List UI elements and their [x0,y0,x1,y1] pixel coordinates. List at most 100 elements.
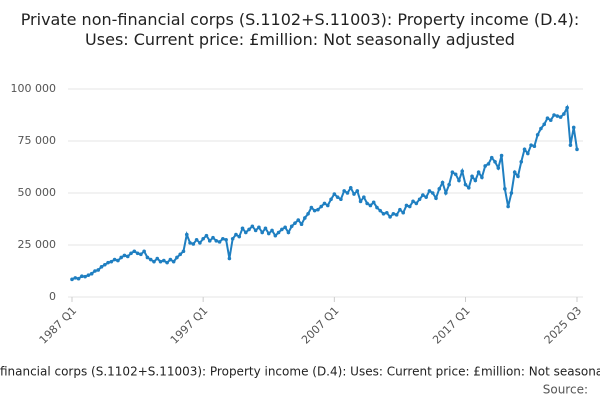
data-point [266,231,271,236]
data-point [181,249,186,254]
data-point [217,240,222,244]
data-point [70,277,74,282]
data-point [414,201,419,206]
data-point [463,182,468,187]
data-point [417,197,422,202]
data-point [198,241,202,245]
data-point [224,238,228,242]
data-point [135,251,140,256]
data-point [96,268,101,272]
data-point [535,132,540,137]
data-point [260,230,264,235]
data-point [388,215,392,219]
data-point [470,174,474,179]
data-point [129,251,133,256]
data-point [532,144,537,148]
data-point [184,232,189,237]
data-point [86,273,91,277]
data-point [545,116,550,120]
y-tick-label: 25 000 [18,238,57,251]
data-point [227,256,232,261]
data-point [348,186,353,190]
data-point [211,235,215,240]
y-tick-label: 100 000 [11,82,57,95]
data-point [73,276,78,280]
data-point [352,192,356,196]
data-point [89,271,94,276]
data-point [230,236,235,241]
data-point [526,151,530,156]
data-point [548,118,553,122]
data-point [381,212,386,216]
data-point [339,197,343,202]
data-point [132,249,137,254]
x-tick-label: 1987 Q1 [37,304,80,347]
data-point [106,260,110,265]
data-point [450,170,455,174]
data-point [306,212,310,216]
data-point [434,196,438,200]
data-point [257,225,261,230]
data-point [453,172,458,177]
source: Source: [543,383,588,397]
data-point [407,204,412,209]
data-point [243,230,248,235]
data-point [562,112,566,116]
data-point [476,170,481,174]
data-point [368,203,373,208]
data-point [122,253,127,258]
data-point [152,259,156,264]
data-point [385,210,389,215]
data-point [496,166,501,170]
y-tick-label: 75 000 [18,134,57,147]
data-point [401,210,406,215]
data-point [148,257,153,262]
data-point [335,195,340,199]
data-point [404,203,409,208]
data-point [483,164,487,168]
y-tick-label: 0 [49,290,56,303]
data-point [171,259,176,264]
x-tick-label: 2025 Q3 [542,304,585,347]
data-point [365,201,369,206]
data-point [247,227,251,232]
data-point [145,255,150,260]
data-point [102,262,107,267]
data-point [539,126,543,131]
data-point [270,228,274,233]
data-point [214,239,219,243]
data-point [447,182,451,187]
data-point [489,155,494,160]
data-point [221,236,225,241]
data-point [555,114,560,118]
data-point [76,276,81,281]
data-line [71,104,578,281]
data-point [558,115,563,119]
data-point [280,227,284,232]
data-point [378,208,383,213]
data-point [519,160,524,164]
x-tick-label: 1997 Q1 [168,304,211,347]
y-tick-label: 50 000 [18,186,57,199]
data-point [421,193,425,197]
data-point [263,226,268,231]
data-point [240,226,245,231]
data-point [362,195,366,199]
data-point [139,252,143,257]
data-point [201,236,205,241]
data-point [355,189,360,193]
data-point [342,189,346,193]
data-point [125,254,130,259]
data-point [506,204,510,209]
data-point [460,169,465,173]
data-point [289,224,294,229]
data-point [204,233,209,238]
data-point [316,207,320,212]
data-point [575,147,579,152]
data-point [250,224,255,229]
data-point [165,260,169,265]
data-point [325,203,330,208]
data-point [503,187,507,191]
